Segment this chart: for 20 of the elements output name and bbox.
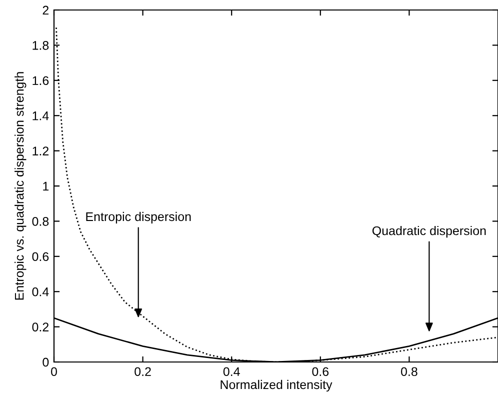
y-tick-label: 0 (42, 358, 49, 367)
annotation: Entropic dispersion (86, 212, 191, 224)
y-tick-label: 0.6 (32, 252, 49, 262)
x-tick-label: 0.2 (134, 367, 151, 376)
annotation: Quadratic dispersion (372, 226, 486, 238)
x-axis-title: Normalized intensity (220, 380, 332, 392)
y-tick-label: 1.8 (32, 41, 49, 50)
x-tick-label: 0.6 (312, 367, 329, 376)
y-tick-label: 1 (43, 182, 49, 191)
y-tick-label: 1.6 (32, 76, 49, 86)
y-tick-label: 2 (42, 6, 49, 15)
y-tick-label: 1.2 (32, 146, 49, 156)
y-tick-label: 0.4 (32, 287, 49, 296)
y-axis-title: Entropic vs. quadratic dispersion strength (14, 72, 26, 300)
y-tick-label: 0.2 (32, 322, 49, 332)
y-tick-label: 1.4 (32, 112, 49, 120)
y-tick-label: 0.8 (32, 217, 49, 226)
x-tick-label: 0.8 (401, 367, 418, 376)
x-tick-label: 0.4 (223, 367, 240, 376)
x-tick-label: 0 (51, 367, 57, 376)
